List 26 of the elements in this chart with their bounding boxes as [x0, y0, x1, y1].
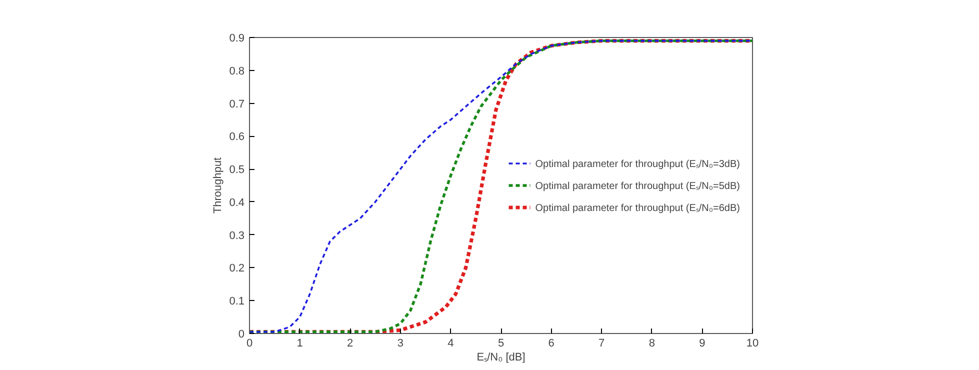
legend-label: Optimal parameter for throughput (Eₛ/N₀=3dB): [535, 158, 740, 170]
x-tick-label: 1: [296, 338, 303, 350]
y-axis-title: Throughput: [212, 157, 224, 214]
y-tick-label: 0.3: [229, 230, 245, 242]
x-tick-label: 7: [598, 338, 605, 350]
legend-label: Optimal parameter for throughput (Eₛ/N₀=5dB): [535, 180, 740, 192]
x-tick-label: 4: [448, 338, 454, 350]
y-tick-label: 0.4: [229, 196, 245, 209]
x-tick-label: 9: [699, 338, 706, 350]
y-tick-label: 0.8: [229, 65, 245, 78]
x-tick-label: 0: [246, 338, 253, 350]
x-tick-label: 5: [498, 338, 504, 350]
y-tick-label: 0: [238, 328, 245, 340]
x-tick-label: 2: [347, 338, 354, 350]
x-tick-label: 8: [648, 338, 655, 350]
y-tick-label: 0.5: [229, 164, 245, 176]
y-tick-label: 0.7: [229, 98, 245, 110]
y-tick-label: 0.1: [229, 296, 245, 308]
x-tick-label: 10: [746, 338, 759, 350]
x-axis-title: Eₛ/N₀ [dB]: [476, 352, 526, 364]
x-tick-label: 6: [548, 338, 554, 350]
legend-label: Optimal parameter for throughput (Eₛ/N₀=6dB): [535, 202, 740, 214]
x-tick-label: 3: [397, 338, 404, 350]
y-tick-label: 0.9: [229, 32, 245, 44]
y-tick-label: 0.6: [229, 131, 245, 144]
y-tick-label: 0.2: [229, 262, 245, 275]
